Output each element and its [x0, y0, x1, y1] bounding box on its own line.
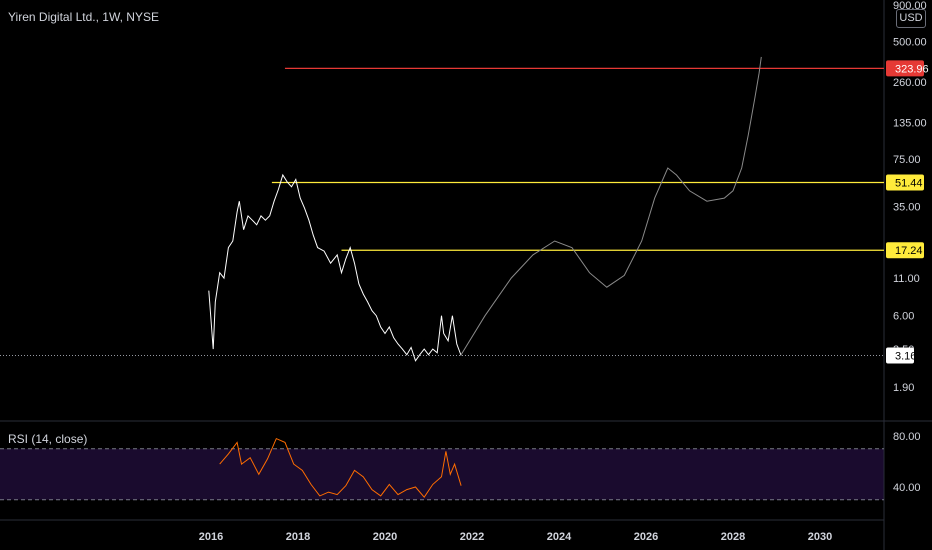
time-tick-label: 2024 — [547, 531, 572, 543]
time-tick-label: 2016 — [199, 531, 223, 543]
time-tick-label: 2018 — [286, 531, 310, 543]
last-price-label: 3.16 — [895, 350, 916, 362]
price-badges: 323.96 51.44 17.24 3.16 — [886, 60, 929, 364]
time-tick-label: 2020 — [373, 531, 397, 543]
price-tick-label: 11.00 — [893, 273, 920, 285]
level-badge-label: 323.96 — [895, 63, 929, 75]
level-badge — [886, 174, 924, 191]
price-tick-label: 1.90 — [893, 382, 914, 394]
level-badge — [886, 60, 924, 77]
time-tick-label: 2026 — [634, 531, 658, 543]
price-tick-label: 35.00 — [893, 201, 921, 213]
rsi-label[interactable]: RSI (14, close) — [8, 432, 88, 446]
currency-badge[interactable]: USD — [896, 9, 926, 28]
price-tick-label: 260.00 — [893, 77, 927, 89]
rsi-guides — [0, 437, 884, 501]
last-price-badge — [886, 347, 914, 364]
price-tick-label: 6.00 — [893, 311, 914, 323]
level-badge — [886, 242, 924, 259]
symbol-title[interactable]: Yiren Digital Ltd., 1W, NYSE — [8, 10, 159, 24]
time-tick-label: 2028 — [721, 531, 745, 543]
time-tick-label: 2030 — [808, 531, 832, 543]
price-tick-label: 500.00 — [893, 36, 927, 48]
projection-line — [460, 56, 762, 355]
price-series — [208, 56, 762, 362]
rsi-tick-label: 80.00 — [893, 431, 921, 443]
time-axis[interactable]: 2016 2018 2020 2022 2024 2026 2028 2030 — [199, 531, 832, 543]
price-tick-label: 75.00 — [893, 154, 921, 166]
rsi-axis: 80.00 40.00 — [893, 431, 921, 494]
price-line — [208, 173, 462, 362]
rsi-tick-label: 40.00 — [893, 482, 921, 494]
rsi-line — [219, 437, 462, 499]
level-badge-label: 51.44 — [895, 177, 923, 189]
time-tick-label: 2022 — [460, 531, 484, 543]
level-badge-label: 17.24 — [895, 245, 923, 257]
horizontal-levels[interactable] — [0, 67, 884, 356]
price-tick-label: 135.00 — [893, 118, 927, 130]
